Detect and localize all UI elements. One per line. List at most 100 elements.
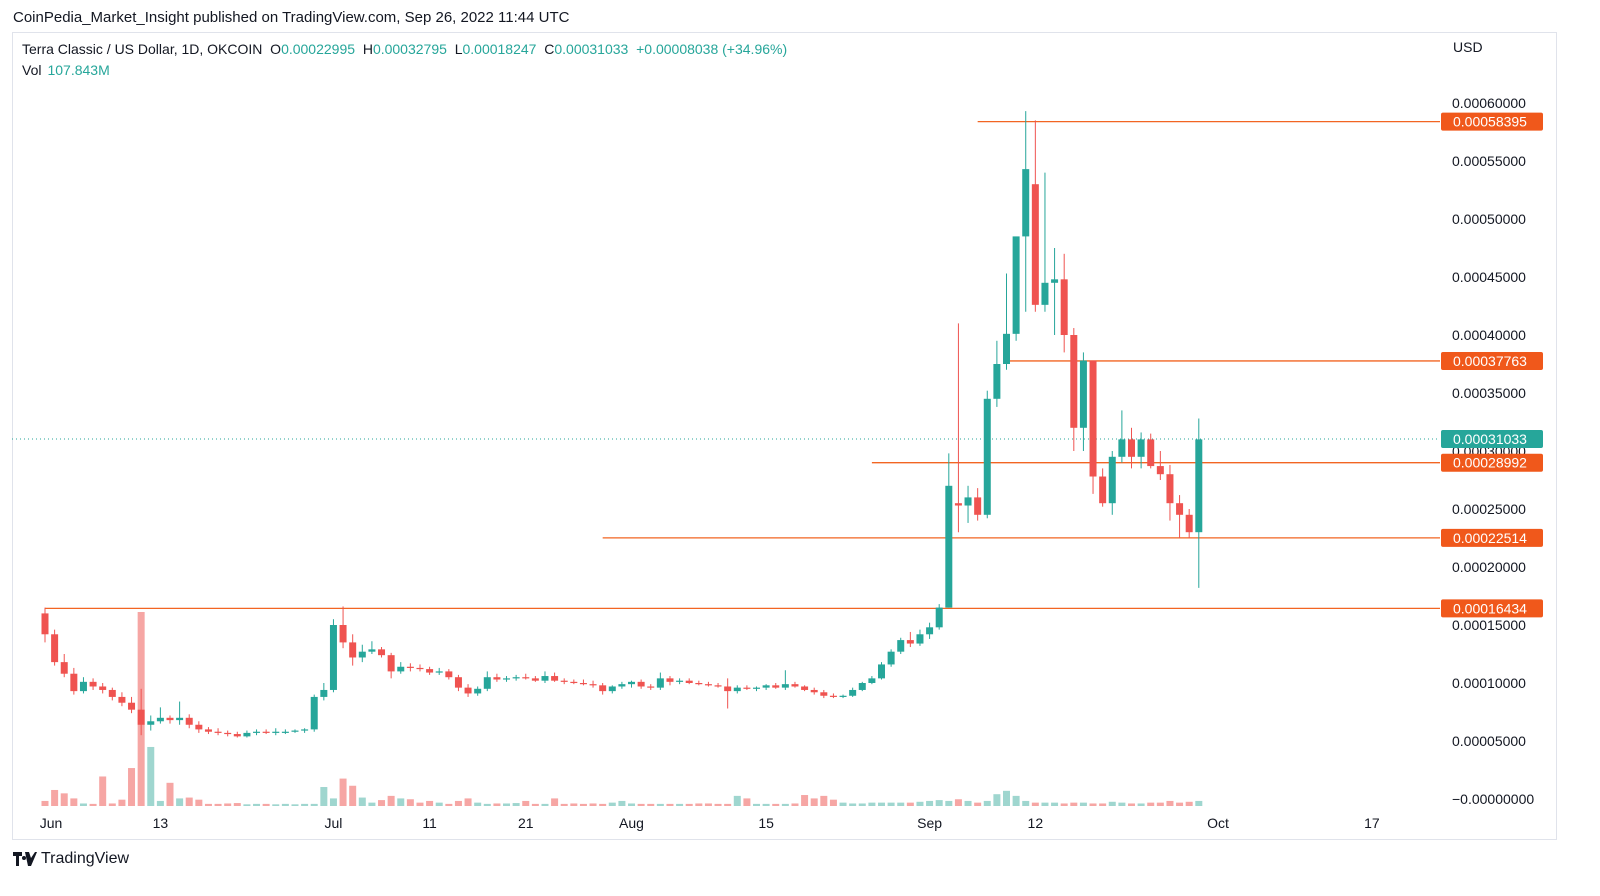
- volume-bar: [733, 795, 741, 806]
- volume-bar: [878, 802, 886, 806]
- volume-bar: [301, 803, 309, 806]
- candle-body: [685, 680, 693, 683]
- candle-body: [224, 732, 232, 735]
- candle-body: [1031, 184, 1039, 305]
- volume-bar: [51, 789, 59, 806]
- volume-bar: [320, 787, 328, 806]
- candle-body: [868, 678, 876, 683]
- volume-bar: [724, 803, 732, 806]
- high-label: H: [362, 41, 373, 57]
- y-tick-label: 0.00055000: [1452, 153, 1526, 169]
- volume-bar: [291, 804, 299, 806]
- volume-bar: [1147, 802, 1155, 806]
- candle-body: [118, 696, 126, 703]
- volume-bar: [781, 803, 789, 806]
- candle-body: [51, 634, 59, 663]
- candle-body: [147, 721, 155, 725]
- level-price-label: 0.00016434: [1453, 600, 1527, 616]
- volume-bar: [147, 746, 155, 806]
- candle-body: [781, 684, 789, 688]
- volume-bar: [1118, 802, 1126, 806]
- volume-bar: [214, 803, 222, 806]
- volume-bar: [195, 799, 203, 806]
- candle-body: [916, 634, 924, 644]
- candle-body: [493, 677, 501, 680]
- candle-body: [358, 651, 366, 658]
- candle-body: [628, 681, 636, 685]
- y-tick-label: −0.00000000: [1452, 791, 1534, 807]
- chart-frame: [12, 32, 1557, 840]
- candle-body: [637, 681, 645, 687]
- volume-bar: [262, 803, 270, 806]
- volume-bar: [743, 798, 751, 806]
- candle-body: [1079, 360, 1087, 428]
- y-tick-label: 0.00005000: [1452, 733, 1526, 749]
- candle-body: [733, 687, 741, 692]
- volume-bar: [628, 803, 636, 806]
- change-value: +0.00008038 (+34.96%): [636, 41, 788, 57]
- x-tick-label: 13: [153, 815, 169, 831]
- candle-body: [1127, 439, 1135, 457]
- volume-bar: [839, 802, 847, 806]
- volume-bar: [608, 802, 616, 806]
- candle-body: [397, 666, 405, 672]
- volume-bar: [310, 803, 318, 806]
- candle-body: [974, 497, 982, 515]
- close-value: 0.00031033: [554, 41, 629, 57]
- candle-body: [695, 683, 703, 685]
- open-label: O: [270, 41, 282, 57]
- volume-bar: [70, 798, 78, 806]
- volume-bar: [483, 803, 491, 806]
- volume-bar: [454, 800, 462, 806]
- candle-body: [503, 678, 511, 680]
- volume-bar: [560, 803, 568, 806]
- open-value: 0.00022995: [281, 41, 356, 57]
- candle-body: [772, 685, 780, 688]
- volume-bar: [656, 803, 664, 806]
- volume-bar: [531, 803, 539, 806]
- volume-bar: [224, 803, 232, 806]
- candle-body: [810, 689, 818, 693]
- volume-bar: [820, 795, 828, 806]
- candle-body: [79, 681, 87, 692]
- candle-body: [89, 681, 97, 687]
- x-tick-label: 17: [1364, 815, 1380, 831]
- candle-body: [233, 734, 241, 737]
- candle-body: [1118, 439, 1126, 457]
- volume-bar: [753, 803, 761, 806]
- volume-bar: [387, 795, 395, 806]
- volume-bar: [858, 803, 866, 806]
- volume-bar: [1089, 803, 1097, 806]
- low-value: 0.00018247: [462, 41, 537, 57]
- brand-name: TradingView: [41, 850, 130, 867]
- candle-body: [128, 702, 136, 710]
- candle-body: [1022, 169, 1030, 237]
- volume-bar: [435, 802, 443, 806]
- volume-bar: [1176, 802, 1184, 806]
- volume-bar: [685, 803, 693, 806]
- level-price-label: 0.00028992: [1453, 455, 1527, 471]
- candle-body: [435, 671, 443, 673]
- publisher-line: CoinPedia_Market_Insight published on Tr…: [13, 9, 570, 26]
- candle-body: [1041, 282, 1049, 305]
- volume-bar: [512, 803, 520, 806]
- candle-body: [551, 676, 559, 681]
- level-price-tag: [1441, 112, 1543, 131]
- candle-body: [954, 503, 962, 506]
- volume-legend: Vol 107.843M: [22, 62, 110, 78]
- candle-body: [1051, 279, 1059, 283]
- candle-body: [272, 731, 280, 733]
- tradingview-logo[interactable]: TradingView: [13, 850, 129, 868]
- candle-body: [945, 485, 953, 608]
- candle-body: [849, 689, 857, 696]
- candle-body: [887, 651, 895, 665]
- volume-bar: [666, 803, 674, 806]
- candle-body: [878, 664, 886, 679]
- candle-body: [99, 686, 107, 690]
- candle-body: [1156, 466, 1164, 475]
- volume-bar: [281, 803, 289, 806]
- y-tick-label: 0.00040000: [1452, 327, 1526, 343]
- candle-body: [474, 688, 482, 694]
- level-price-tag: [1441, 351, 1543, 370]
